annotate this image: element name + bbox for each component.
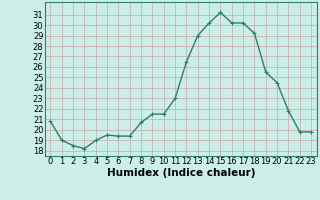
X-axis label: Humidex (Indice chaleur): Humidex (Indice chaleur) <box>107 168 255 178</box>
